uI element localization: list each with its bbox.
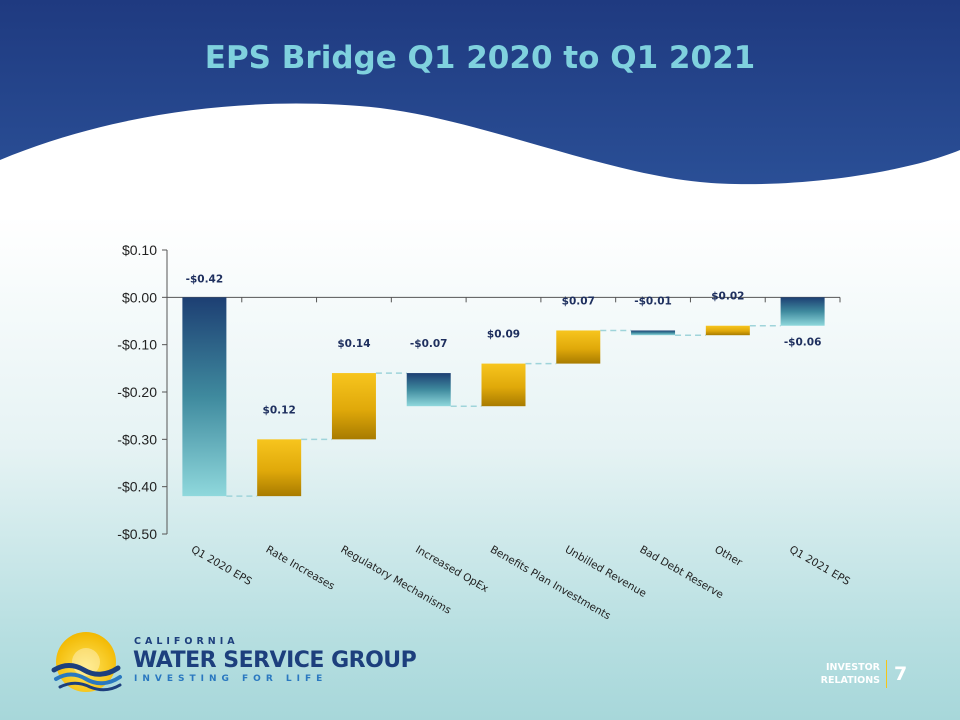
category-label: Q1 2020 EPS xyxy=(189,544,254,589)
investor-relations-label: INVESTOR RELATIONS xyxy=(800,661,880,687)
y-tick-label: $0.10 xyxy=(122,242,157,258)
data-label: -$0.01 xyxy=(634,295,672,307)
logo-text-company: WATER SERVICE GROUP xyxy=(133,648,416,673)
data-label: $0.07 xyxy=(562,295,595,307)
waterfall-bar xyxy=(631,330,675,335)
waterfall-bar xyxy=(332,373,376,439)
y-tick-label: -$0.20 xyxy=(117,384,157,400)
data-label: $0.12 xyxy=(263,404,296,416)
logo-text-california: CALIFORNIA xyxy=(134,636,239,647)
waterfall-bar xyxy=(407,373,451,406)
y-tick-label: $0.00 xyxy=(122,289,157,305)
category-label: Increased OpEx xyxy=(413,544,490,596)
waterfall-bar xyxy=(182,297,226,496)
y-tick-label: -$0.10 xyxy=(117,337,157,353)
data-label: -$0.06 xyxy=(784,337,822,349)
logo-text-tagline: INVESTING FOR LIFE xyxy=(134,674,327,684)
category-label: Benefits Plan Investments xyxy=(488,544,613,623)
data-label: $0.14 xyxy=(337,338,370,350)
eps-bridge-chart: $0.10 $0.00 -$0.10 -$0.20 -$0.30 -$0.40 -$0.50… xyxy=(0,0,960,720)
waterfall-bar xyxy=(556,330,600,363)
footer-divider xyxy=(886,660,887,688)
waterfall-bar xyxy=(257,439,301,496)
category-label: Rate Increases xyxy=(264,544,337,593)
investor-label-line2: RELATIONS xyxy=(800,674,880,687)
chart-connectors xyxy=(226,326,780,496)
chart-bars xyxy=(182,297,824,496)
category-label: Q1 2021 EPS xyxy=(787,544,852,589)
investor-label-line1: INVESTOR xyxy=(800,661,880,674)
data-label: $0.02 xyxy=(711,291,744,303)
waterfall-bar xyxy=(706,326,750,335)
y-tick-label: -$0.50 xyxy=(117,526,157,542)
waterfall-bar xyxy=(482,364,526,407)
data-label: $0.09 xyxy=(487,329,520,341)
data-label: -$0.42 xyxy=(186,273,224,285)
data-label: -$0.07 xyxy=(410,338,448,350)
page-number: 7 xyxy=(894,663,907,685)
y-tick-label: -$0.30 xyxy=(117,431,157,447)
category-label: Other xyxy=(712,544,744,570)
y-tick-label: -$0.40 xyxy=(117,479,157,495)
waterfall-bar xyxy=(781,297,825,325)
